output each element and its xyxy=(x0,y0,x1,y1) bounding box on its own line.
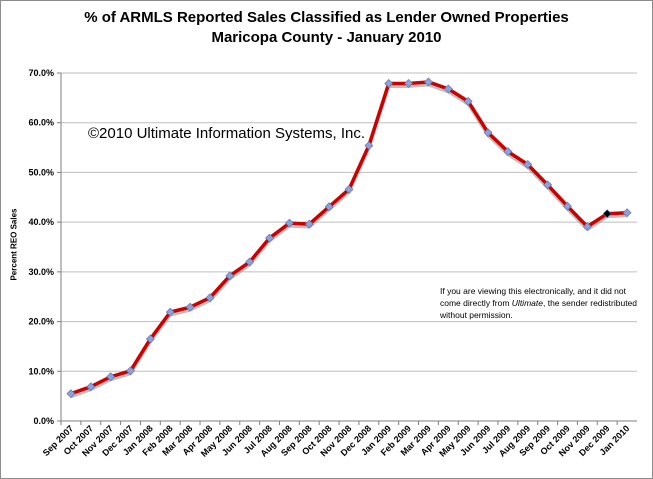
y-tick-label: 10.0% xyxy=(28,366,54,376)
data-point xyxy=(324,202,334,212)
y-tick-label: 50.0% xyxy=(28,167,54,177)
y-tick-label: 40.0% xyxy=(28,217,54,227)
note-emphasis: Ultimate xyxy=(511,298,543,308)
y-tick-label: 0.0% xyxy=(33,416,54,426)
data-point xyxy=(344,184,354,194)
data-point xyxy=(563,201,572,211)
chart-title: % of ARMLS Reported Sales Classified as … xyxy=(84,9,569,26)
data-point xyxy=(225,271,235,281)
data-point xyxy=(145,334,155,344)
data-point xyxy=(443,84,453,94)
data-point xyxy=(523,160,533,169)
data-point xyxy=(245,257,255,267)
redistribution-note: If you are viewing this electronically, … xyxy=(440,285,640,321)
data-point xyxy=(304,219,314,229)
data-point xyxy=(86,382,96,392)
y-tick-label: 70.0% xyxy=(28,68,54,78)
data-point xyxy=(106,372,116,382)
data-point xyxy=(404,79,414,88)
note-text-1: If you are viewing this electronically, … xyxy=(440,286,626,308)
data-point xyxy=(503,147,513,156)
y-tick-label: 60.0% xyxy=(28,118,54,128)
y-tick-label: 30.0% xyxy=(28,267,54,277)
data-point xyxy=(602,209,612,219)
data-point xyxy=(364,141,374,151)
note-text-2: , the sender redistributed without permi… xyxy=(440,298,638,320)
data-point xyxy=(622,208,632,218)
data-point xyxy=(165,307,175,317)
data-point xyxy=(424,77,433,87)
data-point xyxy=(205,293,215,303)
data-point xyxy=(483,128,493,138)
data-point xyxy=(265,233,274,243)
chart-subtitle: Maricopa County - January 2010 xyxy=(211,29,442,46)
data-point xyxy=(126,366,135,376)
data-point xyxy=(543,180,553,190)
y-tick-label: 20.0% xyxy=(28,317,54,327)
data-point xyxy=(185,302,195,312)
data-point xyxy=(66,389,76,399)
data-point xyxy=(463,96,473,106)
data-point xyxy=(284,218,294,228)
copyright-text: ©2010 Ultimate Information Systems, Inc. xyxy=(88,125,365,142)
data-point xyxy=(582,222,592,232)
data-point xyxy=(384,79,394,88)
